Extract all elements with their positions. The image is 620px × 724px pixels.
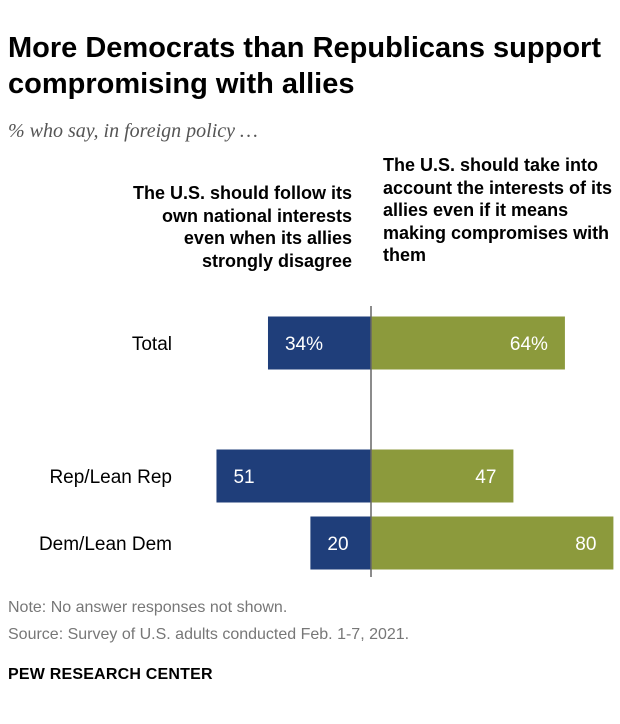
legend-take-allies-into-account: The U.S. should take into account the in… <box>383 155 613 265</box>
data-label-compromise-dem-lean-dem: 80 <box>575 534 596 555</box>
data-label-follow-own-dem-lean-dem: 20 <box>327 534 348 555</box>
bar-follow-own-rep-lean-rep <box>216 449 371 503</box>
data-label-follow-own-total: 34% <box>285 334 323 355</box>
chart-subtitle: % who say, in foreign policy … <box>8 120 258 142</box>
pew-logo-text: PEW RESEARCH CENTER <box>8 666 213 683</box>
bar-follow-own-dem-lean-dem <box>310 516 371 570</box>
category-label-dem-lean-dem: Dem/Lean Dem <box>39 534 172 555</box>
bar-compromise-dem-lean-dem <box>371 516 614 570</box>
legend-follow-own-interests: The U.S. should follow its own national … <box>133 183 352 271</box>
category-label-rep-lean-rep: Rep/Lean Rep <box>49 467 172 488</box>
category-label-total: Total <box>132 334 172 355</box>
footer-source: Source: Survey of U.S. adults conducted … <box>8 626 410 643</box>
footer-note: Note: No answer responses not shown. <box>8 599 288 616</box>
data-label-compromise-total: 64% <box>510 334 548 355</box>
data-label-compromise-rep-lean-rep: 47 <box>475 467 496 488</box>
bar-compromise-total <box>371 316 565 370</box>
bar-follow-own-total <box>267 316 371 370</box>
chart-title: More Democrats than Republicans support … <box>8 32 601 100</box>
data-label-follow-own-rep-lean-rep: 51 <box>233 467 254 488</box>
bar-compromise-rep-lean-rep <box>371 449 514 503</box>
